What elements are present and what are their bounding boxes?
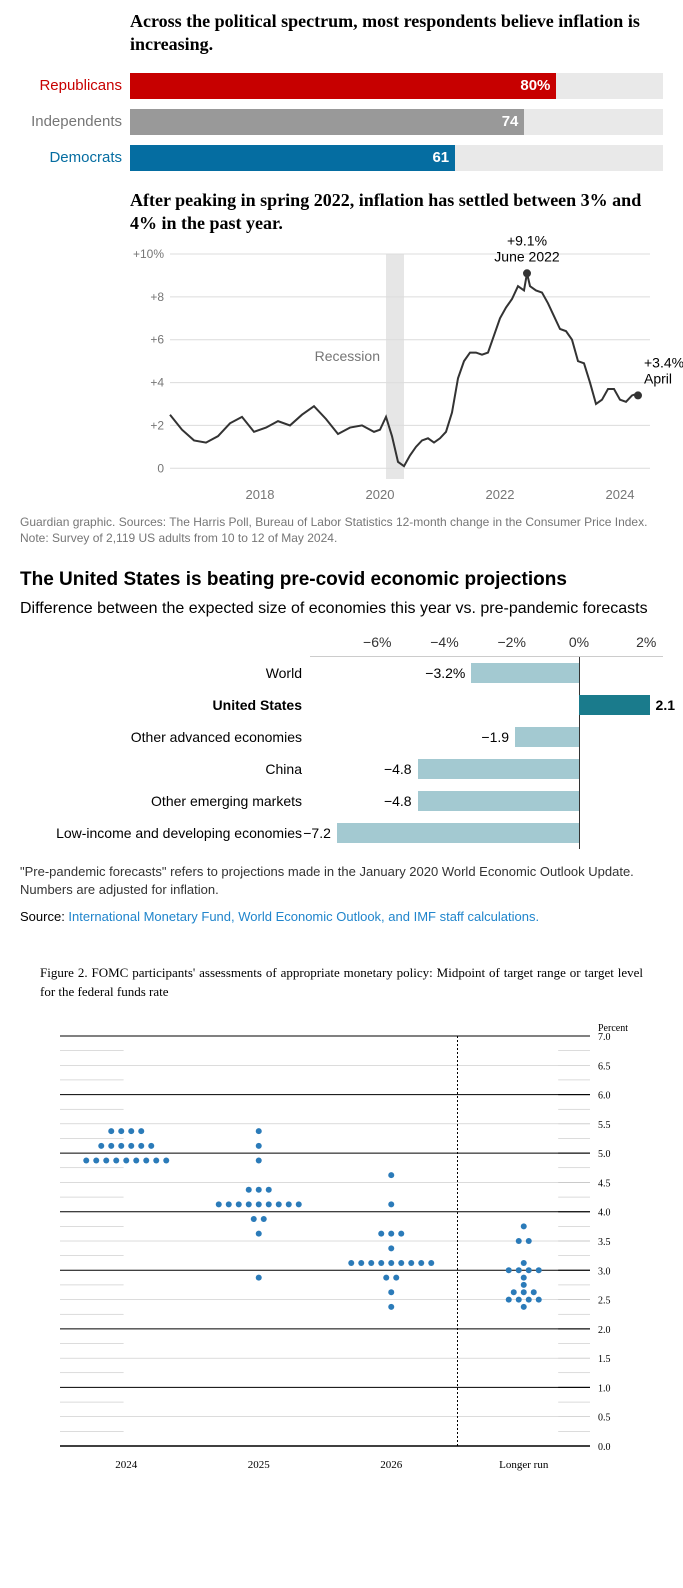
svg-text:2018: 2018 [246, 487, 275, 502]
chart2-title: After peaking in spring 2022, inflation … [130, 189, 663, 236]
svg-text:2025: 2025 [248, 1459, 271, 1471]
diverging-row: Low-income and developing economies−7.2 [20, 817, 663, 849]
svg-text:0: 0 [157, 461, 164, 475]
dotplot-svg: 0.0 0.5 1.0 1.5 2.0 2.5 3.0 3.5 4.0 4.5 5.0 5.5 6.0 6… [40, 1016, 643, 1481]
diverging-track: −1.9 [310, 725, 663, 749]
chart3-title: The United States is beating pre-covid e… [20, 569, 663, 591]
diverging-bar [471, 663, 579, 683]
fomc-dotplot: Figure 2. FOMC participants' assessments… [20, 964, 663, 1480]
diverging-value: −7.2 [303, 825, 331, 841]
chart3-source: Source: International Monetary Fund, Wor… [20, 909, 663, 924]
hbar-row: Independents74 [20, 109, 663, 135]
svg-text:+3.4%: +3.4% [644, 354, 683, 370]
svg-text:0.0: 0.0 [598, 1442, 611, 1453]
diverging-label: United States [20, 697, 310, 713]
chart1-inflation-belief: Across the political spectrum, most resp… [20, 10, 663, 171]
diverging-row: Other advanced economies −1.9 [20, 721, 663, 753]
diverging-label: Low-income and developing economies [20, 825, 310, 841]
diverging-bar [515, 727, 579, 747]
svg-text:+6: +6 [150, 332, 164, 346]
svg-text:2022: 2022 [486, 487, 515, 502]
svg-text:+2: +2 [150, 418, 164, 432]
svg-text:+9.1%: +9.1% [507, 232, 547, 248]
diverging-bar [337, 823, 579, 843]
hbar-fill: 80% [130, 73, 556, 99]
svg-text:Percent: Percent [598, 1023, 628, 1034]
svg-text:April: April [644, 370, 672, 386]
svg-text:June 2022: June 2022 [494, 248, 560, 264]
hbar-fill: 61 [130, 145, 455, 171]
diverging-bar [418, 759, 579, 779]
line-chart-svg: 0+2+4+6+8+10%2018202020222024Recession+9… [130, 244, 663, 504]
diverging-label: Other emerging markets [20, 793, 310, 809]
hbar-label: Independents [20, 113, 130, 130]
diverging-track: −4.8 [310, 789, 663, 813]
svg-text:3.5: 3.5 [598, 1237, 611, 1248]
diverging-bar [579, 695, 650, 715]
svg-text:2020: 2020 [366, 487, 395, 502]
fomc-title: Figure 2. FOMC participants' assessments… [40, 964, 643, 1000]
diverging-label: World [20, 665, 310, 681]
diverging-track: −7.2 [310, 821, 663, 845]
svg-text:5.0: 5.0 [598, 1149, 611, 1160]
svg-text:2026: 2026 [380, 1459, 403, 1471]
svg-text:4.0: 4.0 [598, 1207, 611, 1218]
diverging-row: United States2.1 [20, 689, 663, 721]
hbar-label: Republicans [20, 77, 130, 94]
diverging-row: China −4.8 [20, 753, 663, 785]
diverging-value: −3.2% [425, 665, 465, 681]
chart2-inflation-line: After peaking in spring 2022, inflation … [20, 189, 663, 504]
svg-text:+4: +4 [150, 375, 164, 389]
diverging-label: China [20, 761, 310, 777]
svg-text:3.0: 3.0 [598, 1266, 611, 1277]
svg-text:2024: 2024 [115, 1459, 138, 1471]
hbar-track: 61 [130, 145, 663, 171]
chart1-title: Across the political spectrum, most resp… [130, 10, 663, 57]
svg-text:+8: +8 [150, 289, 164, 303]
diverging-value: −4.8 [384, 761, 412, 777]
chart3-precovid: The United States is beating pre-covid e… [20, 569, 663, 924]
hbar-row: Democrats61 [20, 145, 663, 171]
chart3-note: "Pre-pandemic forecasts" refers to proje… [20, 863, 663, 899]
svg-text:+10%: +10% [133, 247, 164, 261]
diverging-value: −1.9 [481, 729, 509, 745]
svg-text:2.5: 2.5 [598, 1295, 611, 1306]
source-link[interactable]: International Monetary Fund, World Econo… [68, 909, 539, 924]
diverging-track: 2.1 [310, 693, 663, 717]
hbar-label: Democrats [20, 149, 130, 166]
hbar-track: 74 [130, 109, 663, 135]
chart3-subtitle: Difference between the expected size of … [20, 599, 663, 620]
diverging-bar [418, 791, 579, 811]
svg-text:4.5: 4.5 [598, 1178, 611, 1189]
svg-text:2024: 2024 [606, 487, 635, 502]
hbar-row: Republicans80% [20, 73, 663, 99]
diverging-axis: −6%−4%−2%0%2% [310, 634, 663, 657]
source-prefix: Source: [20, 909, 68, 924]
svg-text:6.5: 6.5 [598, 1061, 611, 1072]
svg-text:6.0: 6.0 [598, 1090, 611, 1101]
svg-text:Recession: Recession [315, 348, 380, 364]
svg-text:5.5: 5.5 [598, 1120, 611, 1131]
source-note-1: Guardian graphic. Sources: The Harris Po… [20, 514, 663, 548]
diverging-track: −4.8 [310, 757, 663, 781]
svg-text:2.0: 2.0 [598, 1325, 611, 1336]
diverging-row: Other emerging markets −4.8 [20, 785, 663, 817]
diverging-track: −3.2% [310, 661, 663, 685]
svg-text:Longer run: Longer run [499, 1459, 549, 1471]
diverging-label: Other advanced economies [20, 729, 310, 745]
hbar-track: 80% [130, 73, 663, 99]
diverging-row: World −3.2% [20, 657, 663, 689]
svg-text:1.0: 1.0 [598, 1383, 611, 1394]
diverging-value: −4.8 [384, 793, 412, 809]
svg-text:1.5: 1.5 [598, 1354, 611, 1365]
hbar-fill: 74 [130, 109, 524, 135]
svg-text:0.5: 0.5 [598, 1412, 611, 1423]
diverging-value: 2.1 [656, 697, 675, 713]
